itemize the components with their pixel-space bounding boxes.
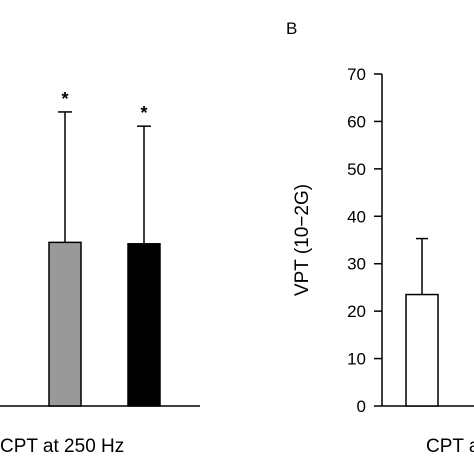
panel-b-y-tick-label: 40 [347,207,366,226]
panel-b-y-tick-label: 0 [357,397,366,416]
panel-b-y-tick-label: 50 [347,160,366,179]
panel-b-y-ticks: 0 10 20 30 40 50 60 70 [347,65,382,416]
panel-b-y-tick-label: 10 [347,350,366,369]
panel-a-bar [48,241,82,407]
panel-b-x-axis-label: CPT a [426,436,474,457]
panel-b-y-axis-label: VPT (10−2G) [292,184,313,296]
panel-a-significance-marker: * [61,89,68,109]
panel-b-y-tick-label: 60 [347,112,366,131]
panel-a-bar [127,243,161,407]
panel-b-bars [405,237,439,407]
panel-b-letter: B [286,19,297,38]
panel-b-bar [405,293,439,407]
panel-b: B 0 10 20 30 40 50 60 70 VPT (10−2G) CPT a [286,19,474,457]
panel-b-y-tick-label: 20 [347,302,366,321]
panel-a-x-axis-label: CPT at 250 Hz [0,436,124,457]
panel-a-bars: ** [48,89,161,407]
panel-a-significance-marker: * [140,103,147,123]
panel-b-y-tick-label: 30 [347,255,366,274]
panel-a: ** CPT at 250 Hz [0,89,200,457]
panel-b-y-tick-label: 70 [347,65,366,84]
